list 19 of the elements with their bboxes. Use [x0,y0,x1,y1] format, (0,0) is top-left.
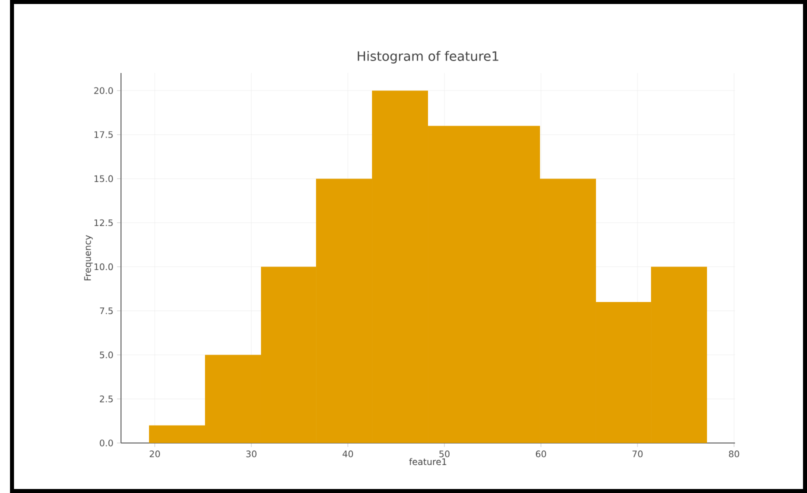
x-tick-label: 30 [246,450,256,458]
x-tick-label: 80 [728,450,740,458]
y-tick-label: 10.0 [94,263,113,270]
x-tick-label: 50 [439,450,450,458]
x-tick-label: 60 [536,450,546,458]
y-tick-label: 17.5 [94,131,113,138]
x-axis-title: feature1 [409,458,446,466]
y-tick-label: 12.5 [94,219,113,226]
y-tick-label: 5.0 [100,352,113,358]
y-tick-label: 7.5 [100,308,113,314]
y-axis-title: Frequency [84,235,93,280]
y-tick-label: 2.5 [100,396,113,402]
x-tick-label: 70 [632,450,643,458]
x-tick-label: 20 [150,450,160,458]
y-tick-label: 20.0 [94,87,113,94]
x-tick-label: 40 [342,450,353,458]
y-tick-label: 0.0 [100,440,113,446]
chart-title: Histogram of feature1 [358,50,498,64]
y-tick-label: 15.0 [94,175,113,182]
